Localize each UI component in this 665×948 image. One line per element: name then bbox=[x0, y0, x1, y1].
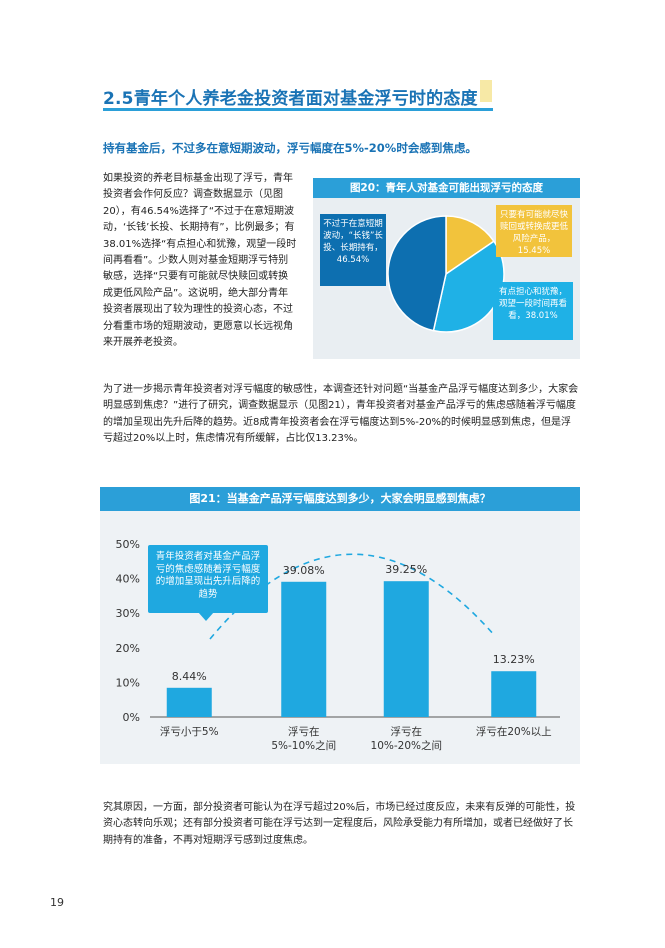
figure-20-pie-chart bbox=[387, 215, 505, 333]
y-tick-label: 50% bbox=[116, 538, 140, 551]
bar-1 bbox=[166, 687, 212, 717]
x-category-label: 浮亏小于5% bbox=[160, 726, 219, 738]
paragraph-2: 为了进一步揭示青年投资者对浮亏幅度的敏感性，本调查还针对问题“当基金产品浮亏幅度… bbox=[103, 384, 579, 445]
x-category-label: 10%-20%之间 bbox=[371, 739, 442, 752]
x-category-label: 浮亏在20%以上 bbox=[476, 726, 552, 738]
figure-21-title: 图21：当基金产品浮亏幅度达到多少，大家会明显感到焦虑？ bbox=[100, 487, 580, 511]
bar-4 bbox=[491, 671, 537, 717]
bar-value-label: 39.08% bbox=[283, 564, 325, 577]
y-tick-label: 30% bbox=[116, 607, 140, 620]
section-subtitle: 持有基金后，不过多在意短期波动，浮亏幅度在5%-20%时会感到焦虑。 bbox=[103, 141, 477, 155]
paragraph-1: 如果投资的养老目标基金出现了浮亏，青年投资者会作何反应？调查数据显示（见图20）… bbox=[103, 173, 297, 349]
y-tick-label: 20% bbox=[116, 642, 140, 655]
bar-3 bbox=[383, 581, 429, 717]
section-title: 2.5青年个人养老金投资者面对基金浮亏时的态度 bbox=[103, 89, 478, 109]
title-underline bbox=[103, 108, 493, 111]
figure-21-panel bbox=[100, 487, 580, 764]
y-tick-label: 40% bbox=[116, 573, 140, 586]
trend-callout-tail bbox=[198, 612, 214, 621]
trend-callout: 青年投资者对基金产品浮亏的焦虑感随着浮亏幅度的增加呈现出先升后降的趋势 bbox=[148, 545, 268, 613]
y-tick-label: 10% bbox=[116, 676, 140, 689]
title-accent-decoration bbox=[480, 80, 492, 102]
pie-label-redeem: 只要有可能就尽快赎回或转换成更低风险产品，15.45% bbox=[496, 205, 572, 257]
paragraph-3: 究其原因，一方面，部分投资者可能认为在浮亏超过20%后，市场已经过度反应，未来有… bbox=[103, 802, 576, 846]
figure-21-bar-chart: 0% 10% 20% 30% 40% 50% 8.44% 39.08% 39.25% 13.23… bbox=[116, 538, 560, 752]
bar-value-label: 8.44% bbox=[172, 670, 207, 683]
x-category-label: 浮亏在 bbox=[391, 726, 423, 738]
bar-value-label: 39.25% bbox=[385, 563, 427, 576]
page-number: 19 bbox=[50, 896, 64, 909]
pie-slice-redeem bbox=[445, 215, 495, 276]
bar-value-label: 13.23% bbox=[493, 653, 535, 666]
pie-label-long-term: 不过于在意短期波动，“长钱”长投、长期持有，46.54% bbox=[320, 214, 386, 286]
trend-dashed-arc bbox=[209, 553, 496, 640]
pie-slice-long-term bbox=[387, 215, 447, 332]
x-category-label: 5%-10%之间 bbox=[271, 739, 336, 752]
figure-20-title: 图20：青年人对基金可能出现浮亏的态度 bbox=[313, 178, 580, 198]
x-category-label: 浮亏在 bbox=[288, 726, 320, 738]
y-tick-label: 0% bbox=[123, 711, 140, 724]
pie-label-hesitate: 有点担心和犹豫，观望一段时间再看看，38.01% bbox=[493, 282, 573, 340]
bar-2 bbox=[281, 581, 327, 717]
